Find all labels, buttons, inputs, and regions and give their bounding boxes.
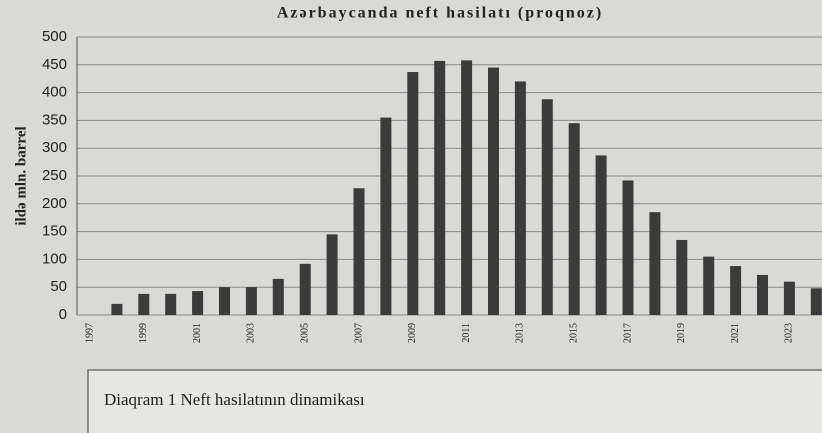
bar [326,234,338,315]
bar [783,281,795,315]
x-tick-label: 2021 [730,323,741,343]
bar [219,287,230,315]
bar [380,117,392,316]
x-tick-label: 2015 [568,323,579,343]
bar [407,72,419,315]
y-tick-label: 300 [42,139,67,156]
bar [703,256,715,315]
bar [272,278,284,315]
x-tick-label: 2009 [407,323,418,343]
x-tick-label: 2005 [299,323,310,343]
y-tick-label: 150 [42,223,67,240]
bar [757,274,768,315]
bar [730,266,742,315]
bar [299,263,311,315]
y-tick-label: 250 [42,167,67,184]
bar [165,293,177,315]
chart-title: Azərbaycanda neft hasilatı (proqnoz) [277,5,603,22]
caption: Diaqram 1 Neft hasilatının dinamikası [104,390,365,409]
bar [810,288,822,315]
y-tick-label: 100 [42,250,67,267]
y-axis-label: ildə mln. barrel [13,126,29,225]
bar [461,60,473,315]
y-tick-label: 200 [42,195,67,212]
bar [514,81,526,315]
x-tick-label: 2017 [622,323,633,343]
x-tick-label: 2007 [353,323,364,343]
bar [622,180,634,315]
bar [676,239,688,315]
bar [488,67,499,315]
bar [595,155,607,315]
bar [138,293,150,315]
y-tick-label: 350 [42,111,67,128]
bar [353,188,365,315]
y-tick-label: 400 [42,84,67,101]
x-tick-label: 2013 [515,323,526,343]
bar [541,99,553,315]
caption-box [87,369,822,433]
bar [192,291,204,315]
bar [434,60,446,315]
y-tick-label: 500 [42,28,67,45]
bar [111,303,123,315]
x-tick-label: 2019 [676,323,687,343]
y-tick-label: 50 [50,278,67,295]
x-tick-label: 1997 [84,323,95,343]
y-tick-label: 0 [59,306,67,323]
bar [568,123,580,316]
x-tick-label: 2023 [784,323,795,343]
bar [245,287,257,315]
x-tick-label: 1999 [138,323,149,343]
x-tick-label: 2001 [192,323,203,343]
x-tick-label: 2011 [461,323,472,343]
x-tick-label: 2003 [246,323,257,343]
y-tick-label: 450 [42,56,67,73]
bar [649,212,661,315]
